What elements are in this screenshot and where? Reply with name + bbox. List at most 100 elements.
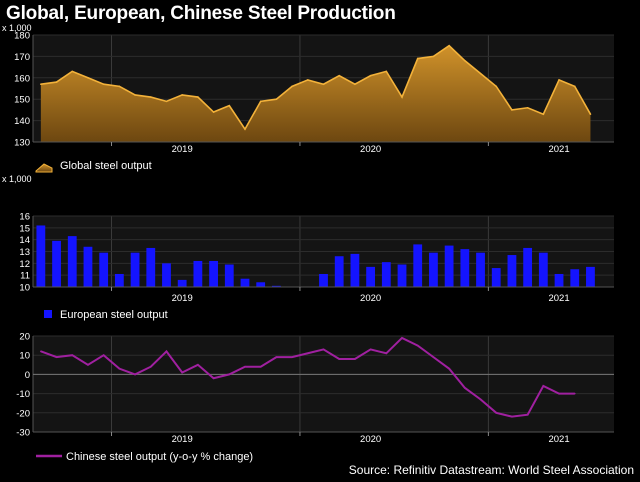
global-data-point bbox=[40, 83, 42, 86]
european-unit-label: x 1,000 bbox=[2, 174, 32, 184]
european-bar bbox=[256, 282, 266, 287]
global-area-fill bbox=[40, 45, 591, 143]
european-x-tick-label: 2021 bbox=[548, 293, 569, 304]
global-unit-label: x 1,000 bbox=[2, 23, 32, 33]
european-bar bbox=[523, 247, 533, 287]
global-data-point bbox=[149, 96, 152, 98]
chinese-data-point bbox=[197, 364, 199, 366]
chinese-data-point bbox=[573, 392, 576, 395]
european-bar bbox=[570, 269, 580, 287]
global-data-point bbox=[354, 83, 356, 86]
global-data-point bbox=[306, 79, 309, 81]
global-data-point bbox=[338, 74, 341, 77]
european-y-tick-label: 16 bbox=[19, 212, 30, 223]
global-y-tick-label: 130 bbox=[14, 138, 30, 149]
global-y-tick-label: 170 bbox=[14, 52, 30, 63]
european-bar bbox=[554, 273, 564, 287]
global-y-tick-label: 160 bbox=[14, 73, 30, 84]
chinese-data-point bbox=[87, 364, 89, 366]
global-x-tick-label: 2020 bbox=[360, 144, 381, 155]
chinese-x-tick-label: 2021 bbox=[548, 434, 569, 445]
chinese-y-tick-label: -10 bbox=[16, 389, 30, 400]
global-data-point bbox=[228, 104, 231, 107]
global-data-point bbox=[102, 83, 105, 86]
global-data-point bbox=[118, 85, 121, 88]
chinese-data-point bbox=[354, 358, 356, 360]
global-series-line bbox=[40, 44, 592, 131]
source-note: Source: Refinitiv Datastream: World Stee… bbox=[348, 463, 634, 477]
european-x-tick-label: 2020 bbox=[360, 293, 381, 304]
chinese-data-point bbox=[385, 352, 388, 355]
chinese-data-point bbox=[432, 356, 435, 358]
global-x-tick-label: 2021 bbox=[548, 144, 569, 155]
chinese-data-point bbox=[526, 413, 529, 416]
global-legend-swatch bbox=[35, 163, 53, 173]
global-data-point bbox=[495, 85, 498, 88]
european-bar bbox=[366, 266, 376, 287]
chinese-data-point bbox=[149, 365, 152, 368]
chinese-data-point bbox=[275, 356, 278, 358]
european-bar bbox=[193, 260, 203, 287]
chinese-data-point bbox=[165, 350, 168, 353]
global-data-point bbox=[165, 100, 168, 103]
chinese-data-point bbox=[40, 350, 42, 353]
chinese-legend-label: Chinese steel output (y-o-y % change) bbox=[66, 451, 253, 463]
global-y-tick-label: 140 bbox=[14, 116, 30, 127]
global-data-point bbox=[291, 85, 293, 88]
global-data-point bbox=[385, 70, 388, 73]
chinese-data-point bbox=[181, 371, 183, 374]
european-y-tick-label: 13 bbox=[19, 247, 30, 258]
global-data-point bbox=[542, 113, 545, 115]
global-data-point bbox=[558, 79, 560, 81]
global-data-point bbox=[573, 85, 576, 88]
european-bar bbox=[476, 252, 485, 287]
chinese-y-tick-label: -20 bbox=[16, 408, 30, 419]
european-bar bbox=[209, 260, 218, 287]
european-bar bbox=[36, 225, 46, 287]
european-x-tick-label: 2019 bbox=[172, 293, 193, 304]
european-bar bbox=[444, 245, 454, 287]
chart-title: Global, European, Chinese Steel Producti… bbox=[6, 3, 396, 24]
chinese-data-point bbox=[448, 367, 450, 370]
chinese-data-point bbox=[401, 337, 403, 339]
chinese-y-tick-label: 20 bbox=[19, 332, 30, 343]
european-y-tick-label: 15 bbox=[19, 223, 30, 234]
european-bar bbox=[99, 252, 109, 287]
chinese-data-point bbox=[291, 356, 293, 358]
global-data-point bbox=[432, 55, 435, 58]
european-bar bbox=[114, 273, 124, 287]
global-data-point bbox=[259, 100, 262, 103]
global-data-point bbox=[464, 59, 466, 62]
global-data-point bbox=[479, 72, 482, 75]
global-data-point bbox=[181, 94, 183, 96]
global-data-point bbox=[448, 44, 450, 47]
chinese-x-tick-label: 2019 bbox=[172, 434, 193, 445]
european-legend-label: European steel output bbox=[60, 309, 168, 321]
european-y-tick-label: 11 bbox=[20, 271, 30, 282]
global-data-point bbox=[401, 96, 403, 98]
european-bar bbox=[381, 262, 391, 287]
european-bar bbox=[67, 236, 77, 287]
global-data-point bbox=[87, 77, 89, 79]
chinese-data-point bbox=[71, 354, 74, 357]
chinese-data-point bbox=[212, 377, 215, 380]
european-bar bbox=[177, 279, 187, 287]
european-bar bbox=[413, 244, 423, 287]
chinese-data-point bbox=[511, 415, 513, 418]
european-bar bbox=[334, 256, 344, 287]
european-bar bbox=[240, 278, 250, 287]
global-data-point bbox=[511, 109, 513, 111]
chinese-data-point bbox=[228, 373, 231, 376]
european-bar bbox=[397, 264, 407, 287]
european-bar bbox=[350, 253, 360, 287]
chinese-data-point bbox=[542, 385, 545, 387]
chinese-data-point bbox=[416, 344, 419, 347]
chinese-data-point bbox=[118, 367, 121, 370]
global-data-point bbox=[134, 94, 136, 96]
global-data-point bbox=[275, 98, 278, 100]
global-data-point bbox=[369, 74, 372, 77]
global-data-point bbox=[244, 128, 246, 130]
european-bar bbox=[224, 264, 234, 287]
european-bar bbox=[130, 252, 140, 287]
european-bar bbox=[429, 252, 438, 287]
